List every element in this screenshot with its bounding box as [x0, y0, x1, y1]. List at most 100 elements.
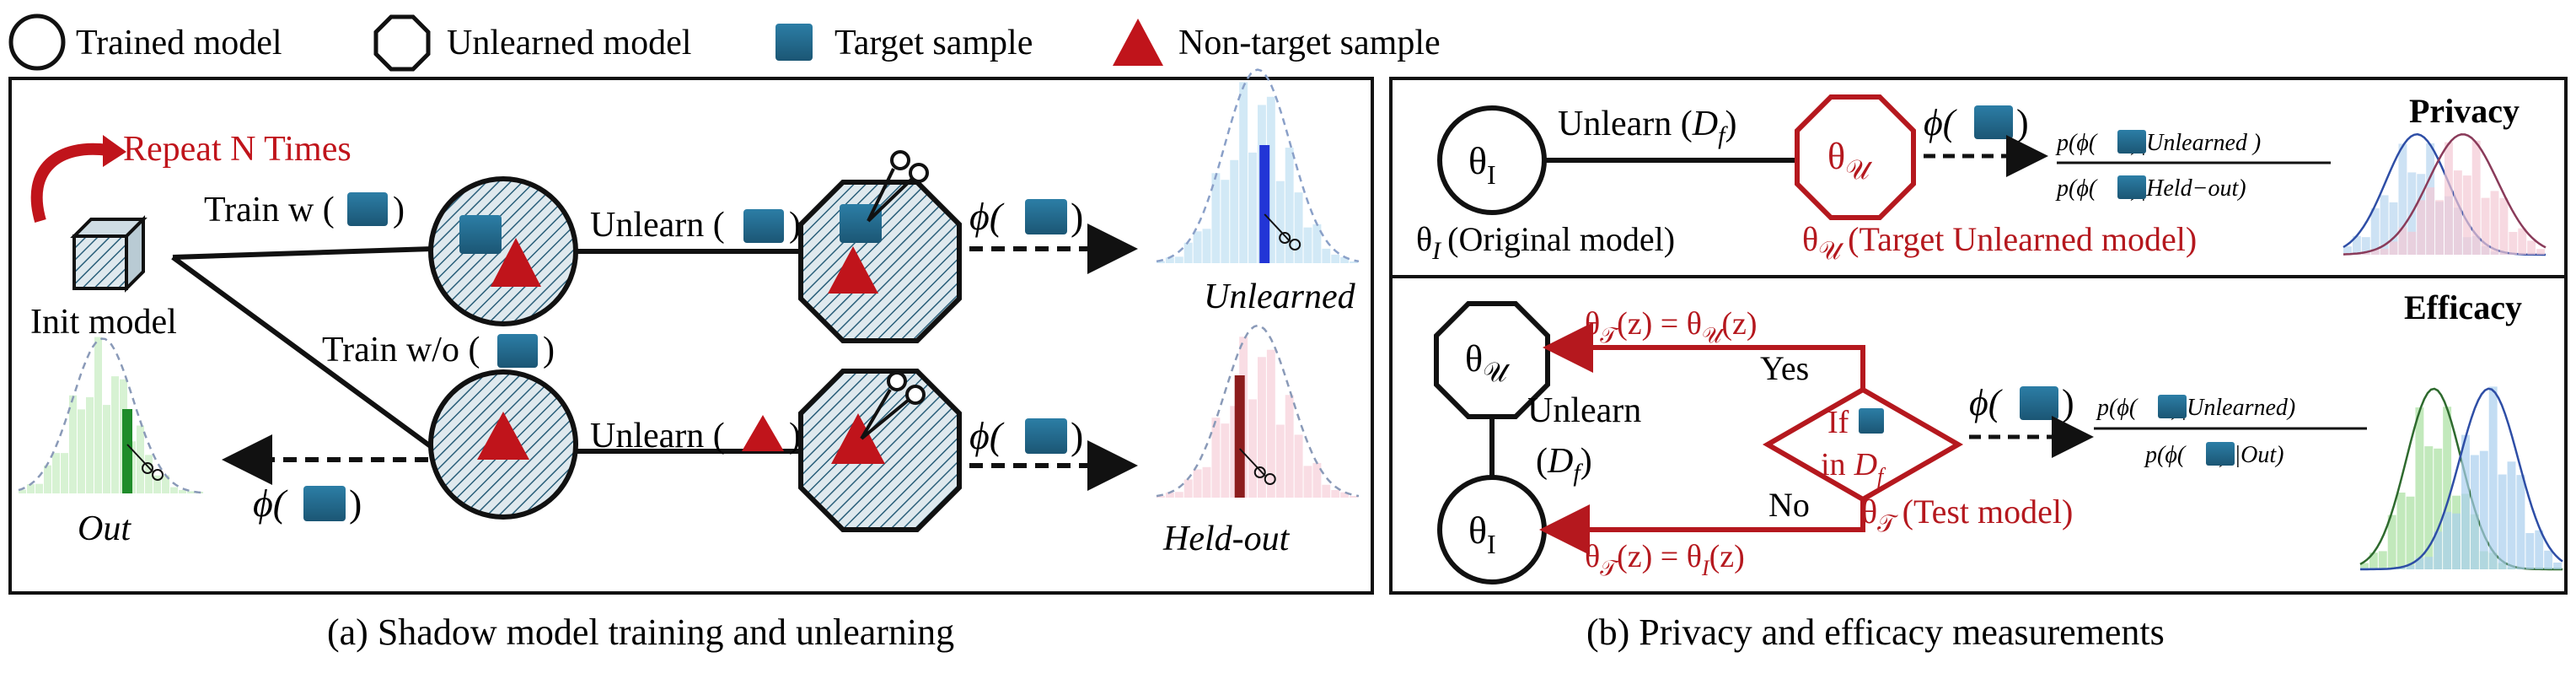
target-unlearned-label: θ𝒰 (Target Unlearned model) [1802, 220, 2197, 265]
caption-b: (b) Privacy and efficacy measurements [1586, 611, 2165, 653]
non-target-sample-icon [828, 246, 878, 294]
histogram-bar [2470, 455, 2479, 569]
histogram-bar [1312, 224, 1322, 263]
histogram-bar [2398, 227, 2407, 255]
edge-init-bottom [171, 255, 433, 450]
histogram-bar [2406, 565, 2415, 569]
histogram-bar [2389, 202, 2398, 255]
theta-i-efficacy-label: θI [1468, 509, 1496, 559]
histogram-bar [61, 453, 68, 493]
phi-bottom-close: ) [1071, 414, 1083, 457]
histogram-bar [1285, 395, 1294, 498]
histogram-bar [1211, 173, 1221, 263]
histogram-bar [179, 489, 186, 493]
unlearn-top-sample-icon [743, 209, 784, 243]
histogram-bar [2417, 200, 2426, 255]
histogram-out [18, 337, 205, 494]
phi-out-label: ϕ( [253, 482, 288, 525]
histogram-bar [2369, 552, 2378, 569]
privacy-ratio-num: p(ϕ()|Unlearned ) [2055, 130, 2261, 156]
histogram-bar [2507, 461, 2516, 569]
histogram-bar [2471, 140, 2481, 255]
histogram-bar [2434, 448, 2443, 569]
histogram-bar [2406, 496, 2415, 569]
histogram-bar [1230, 406, 1239, 498]
original-model-label: θI (Original model) [1416, 220, 1675, 265]
phi-top-close: ) [1071, 195, 1083, 238]
histogram-bar [44, 465, 51, 493]
panel-b-frame [1389, 77, 2568, 595]
privacy-ratio-num-sample-icon [2117, 130, 2146, 154]
histogram-bar [2461, 434, 2470, 569]
heldout-label: Held-out [1162, 520, 1291, 558]
histogram-bar [35, 483, 43, 493]
histogram-privacy [2343, 132, 2546, 256]
privacy-phi-label: ϕ( [1924, 102, 1957, 143]
histogram-bar [2516, 475, 2525, 569]
histogram-bar [1174, 256, 1183, 263]
scissors-blade [1264, 213, 1291, 242]
repeat-label: Repeat N Times [123, 130, 352, 169]
histogram-bar [2445, 142, 2453, 255]
unlearned-model-bottom [798, 369, 962, 532]
privacy-ratio-den: p(ϕ()|Held−out) [2055, 175, 2246, 202]
density-curve [2343, 133, 2546, 256]
no-label: No [1768, 486, 1810, 524]
score-marker [1259, 145, 1270, 263]
no-arrow [1539, 496, 1865, 555]
trained-model-top [428, 176, 578, 326]
histogram-bar [2498, 474, 2507, 569]
histogram-bar [86, 396, 94, 493]
histogram-bar [1157, 261, 1165, 263]
histogram-bar [1211, 418, 1221, 498]
histogram-bar [2536, 249, 2545, 255]
scissors-ring [1289, 239, 1301, 251]
histogram-bar [1193, 231, 1202, 263]
histogram-bar [1303, 466, 1312, 498]
histogram-bar [103, 405, 110, 493]
histogram-bar [2343, 246, 2352, 255]
efficacy-df-label: (Df) [1536, 442, 1592, 487]
non-target-sample-icon [1113, 19, 1163, 66]
scissors-ring [1279, 232, 1291, 244]
histogram-bar [1183, 479, 1193, 498]
histogram-bar [2387, 515, 2396, 569]
scissors-icon [867, 150, 929, 223]
phi-top-sample-icon [1025, 199, 1067, 234]
histogram-bar [1230, 159, 1239, 263]
histogram-bar [2361, 253, 2370, 255]
theta-u-node-label: θ𝒰 [1827, 136, 1873, 185]
scissors-icon [860, 371, 926, 440]
histogram-bar [2370, 207, 2380, 255]
repeat-arrowhead [103, 135, 126, 167]
histogram-bar [1202, 466, 1211, 498]
panel-b: Privacy θI Unlearn (Df) θ𝒰 θI (Original m… [1389, 77, 2568, 595]
if-label: If [1827, 405, 1849, 440]
histogram-bar [2370, 249, 2380, 255]
histogram-bar [69, 395, 77, 493]
scissors-icon [1264, 213, 1301, 251]
histogram-bar [111, 376, 119, 493]
efficacy-title: Efficacy [2404, 288, 2522, 326]
histogram-bar [2452, 513, 2461, 569]
scissors-ring [1264, 473, 1276, 485]
histogram-bar [2443, 511, 2452, 569]
histogram-bar [1157, 495, 1165, 498]
init-model-label: Init model [30, 303, 177, 342]
efficacy-ratio-num-sample-icon [2158, 395, 2187, 418]
scissors-ring [1253, 466, 1266, 478]
histogram-bar [187, 491, 195, 493]
score-marker [122, 409, 132, 493]
histogram-bar [2361, 237, 2370, 255]
histogram-bar [2380, 248, 2389, 255]
unlearn-bottom-close: ) [789, 417, 801, 455]
histogram-bar [1266, 96, 1275, 264]
density-curve [18, 337, 205, 494]
histogram-bar [162, 475, 169, 493]
train-w-sample-icon [347, 192, 388, 226]
histogram-unlearned [1156, 68, 1360, 264]
histogram-bar [2415, 407, 2424, 569]
histogram-heldout [1156, 324, 1360, 498]
histogram-bar [1331, 490, 1340, 498]
train-wo-close: ) [543, 331, 555, 369]
